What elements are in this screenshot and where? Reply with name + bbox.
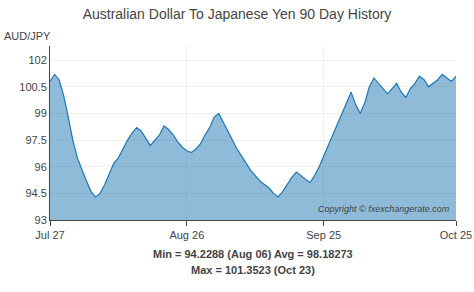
svg-text:Min = 94.2288 (Aug 06) Avg = 9: Min = 94.2288 (Aug 06) Avg = 98.18273 [153,248,353,260]
svg-text:99: 99 [35,107,47,119]
svg-text:100.5: 100.5 [19,81,47,93]
svg-text:Australian Dollar To Japanese: Australian Dollar To Japanese Yen 90 Day… [83,6,392,22]
svg-text:Sep 25: Sep 25 [306,229,341,241]
svg-text:Copyright © fxexchangerate.com: Copyright © fxexchangerate.com [318,204,450,214]
svg-text:94.5: 94.5 [25,187,46,199]
svg-text:Jul 27: Jul 27 [35,229,64,241]
svg-text:Aug 26: Aug 26 [169,229,204,241]
svg-text:93: 93 [35,214,47,226]
svg-text:AUD/JPY: AUD/JPY [4,30,51,42]
svg-text:Max = 101.3523 (Oct 23): Max = 101.3523 (Oct 23) [191,264,315,276]
svg-text:Oct 25: Oct 25 [440,229,472,241]
svg-text:96: 96 [35,161,47,173]
svg-text:102: 102 [28,54,46,66]
svg-text:97.5: 97.5 [25,134,46,146]
